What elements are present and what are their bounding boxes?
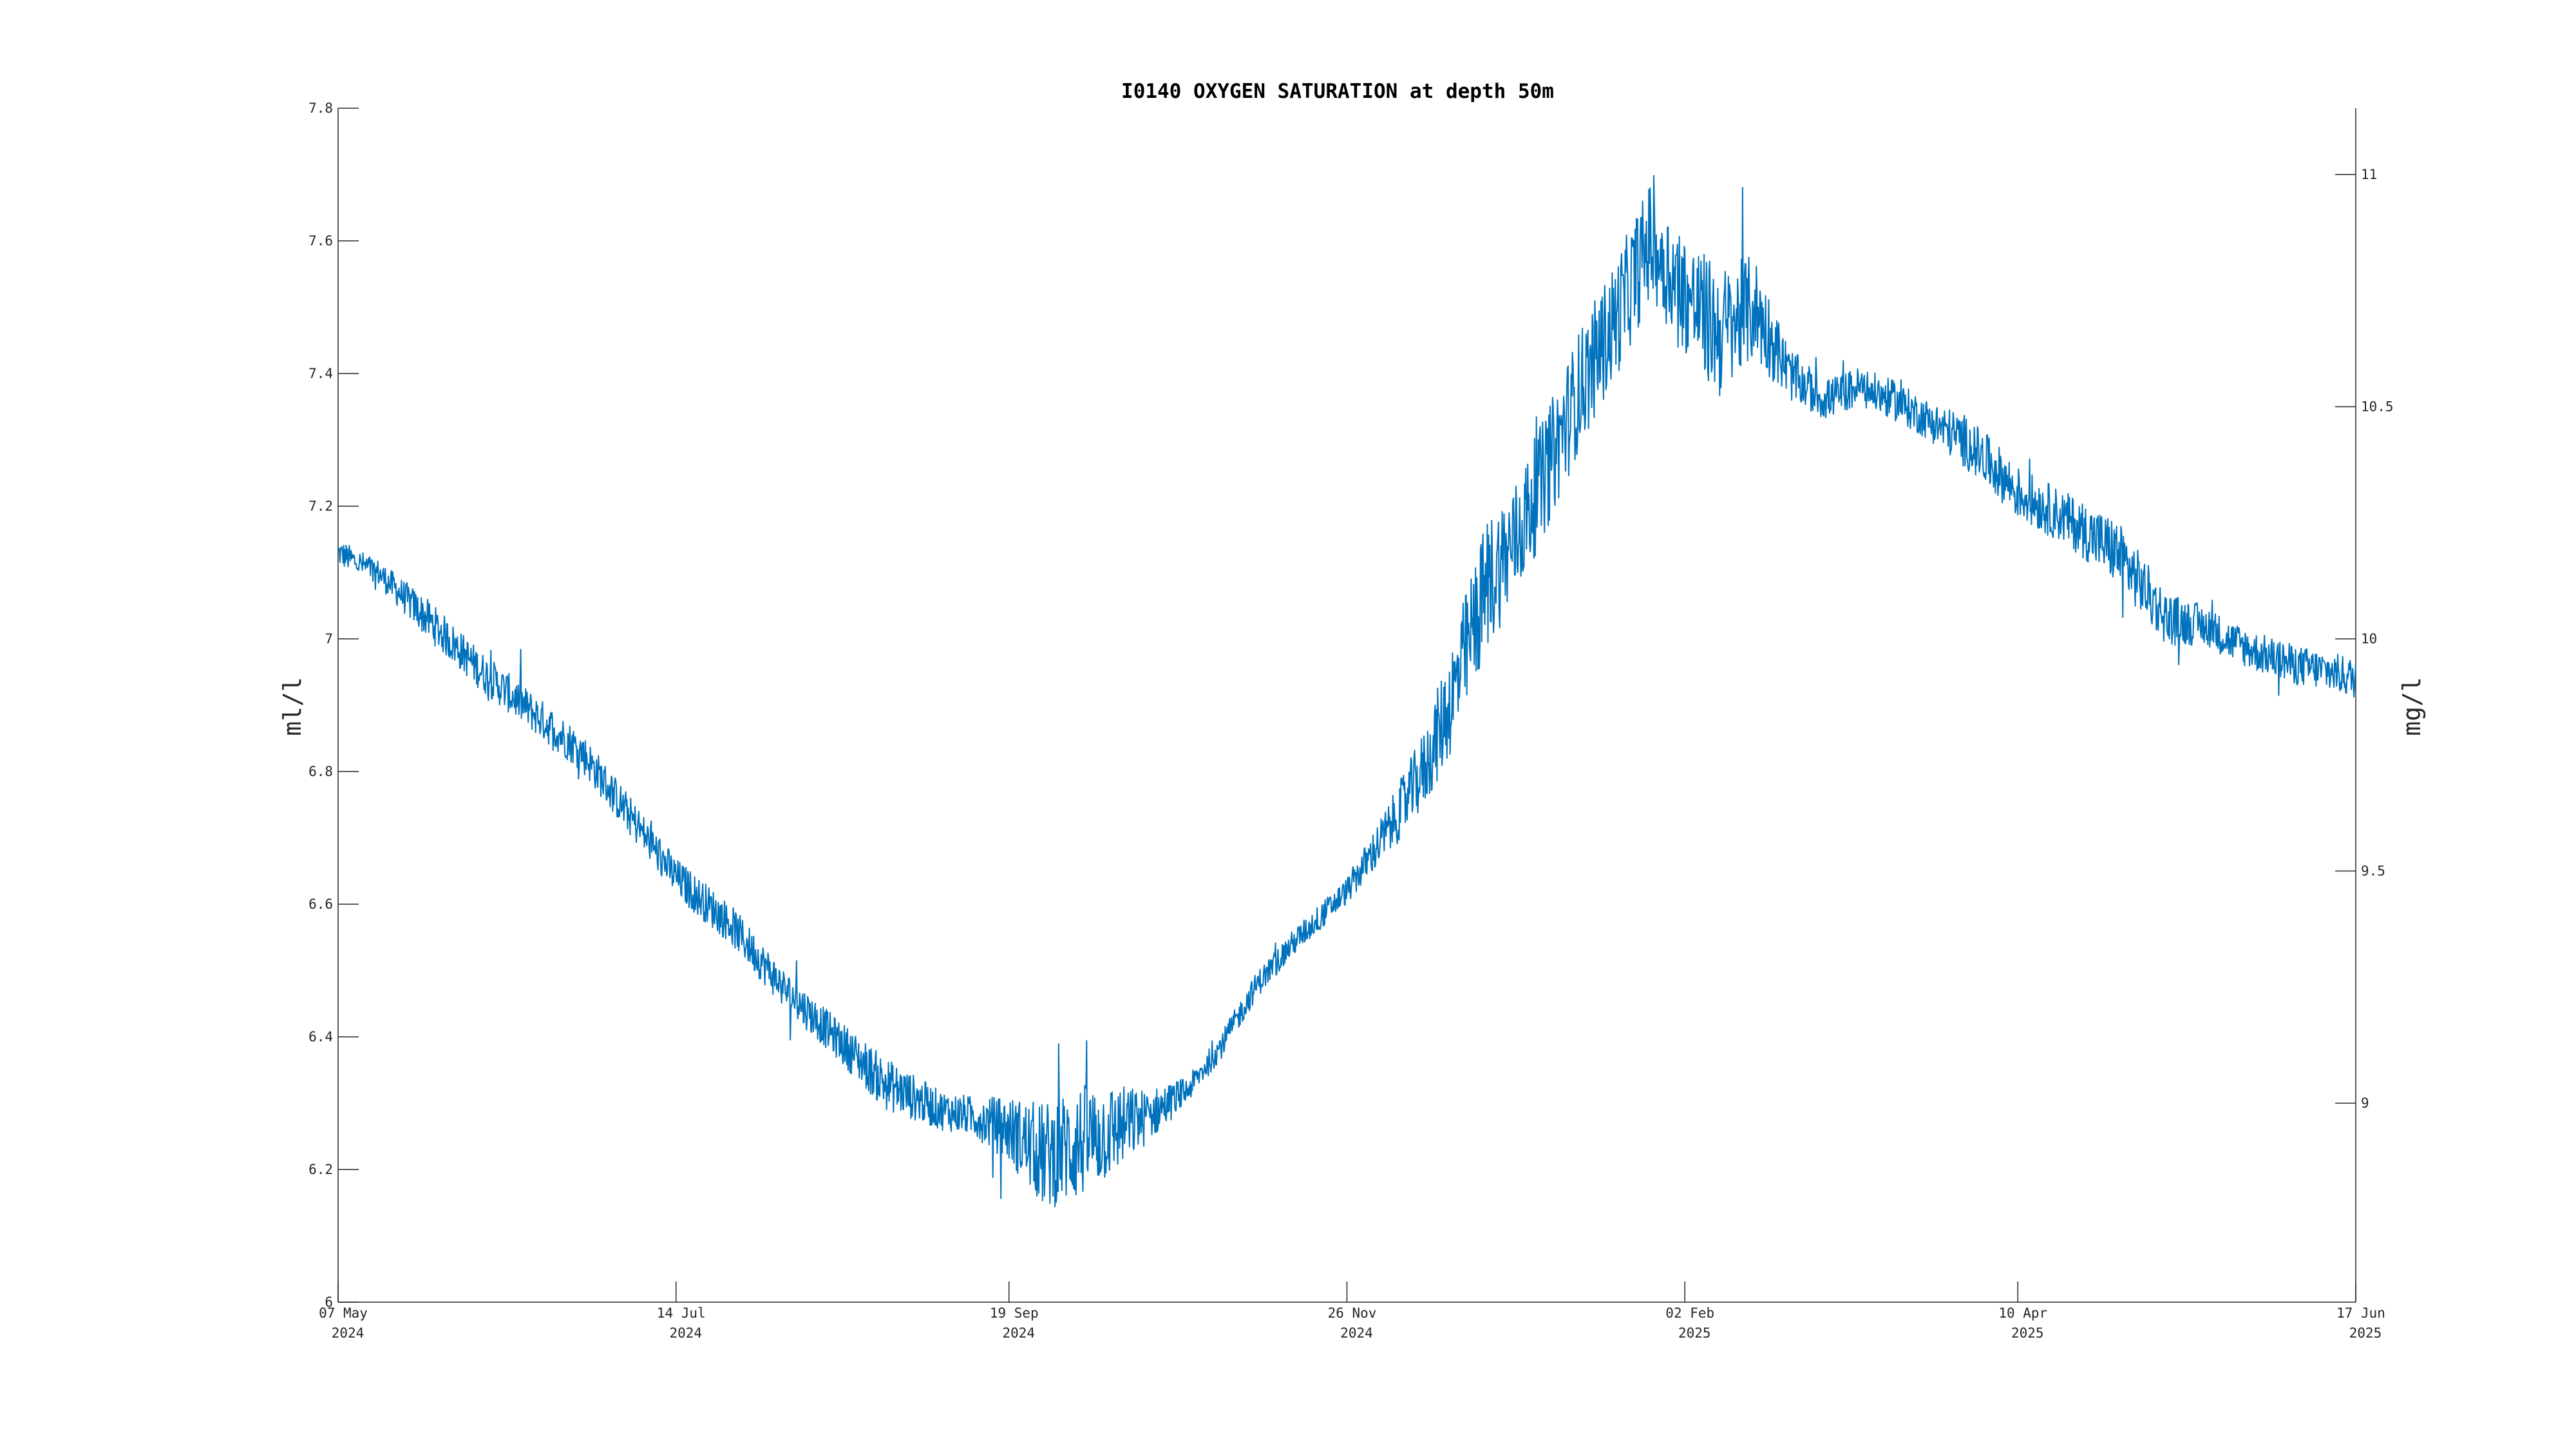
- y-left-tick-label: 6.8: [308, 764, 333, 779]
- x-tick-label-line1: 17 Jun: [2336, 1305, 2385, 1321]
- y-right-tick-label: 10: [2361, 631, 2377, 647]
- x-tick-label-line1: 10 Apr: [1998, 1305, 2047, 1321]
- y-right-tick-label: 11: [2361, 167, 2377, 182]
- y-left-tick-label: 6.4: [308, 1029, 333, 1045]
- y-left-tick-label: 6.6: [308, 896, 333, 912]
- x-tick-label-line1: 07 May: [319, 1305, 368, 1321]
- y-axis-left-label: ml/l: [278, 677, 307, 736]
- x-tick-label-line2: 2024: [332, 1325, 365, 1341]
- y-axis-right-label: mg/l: [2398, 677, 2426, 736]
- x-tick-label-line2: 2025: [2349, 1325, 2382, 1341]
- y-left-tick-label: 7.2: [308, 498, 333, 514]
- x-tick-label-line2: 2025: [2011, 1325, 2044, 1341]
- x-tick-label-line1: 19 Sep: [990, 1305, 1039, 1321]
- y-right-tick-label: 9.5: [2361, 864, 2385, 879]
- y-left-tick-label: 6.2: [308, 1162, 333, 1177]
- x-tick-label-line2: 2024: [669, 1325, 702, 1341]
- x-tick-label-line2: 2024: [1340, 1325, 1373, 1341]
- y-left-tick-label: 7.4: [308, 366, 333, 381]
- x-tick-label-line1: 02 Feb: [1665, 1305, 1714, 1321]
- y-left-tick-label: 7.8: [308, 100, 333, 116]
- series-line: [337, 175, 2356, 1208]
- y-right-tick-label: 9: [2361, 1095, 2369, 1111]
- x-tick-label-line1: 26 Nov: [1328, 1305, 1377, 1321]
- chart-title: I0140 OXYGEN SATURATION at depth 50m: [1121, 80, 1554, 103]
- x-tick-label-line1: 14 Jul: [657, 1305, 706, 1321]
- axes: 6 6.2 6.4 6.6 6.8 7 7.2 7.4 7.6 7.8 9 9.5 10 10.5 11 07…: [308, 100, 2394, 1341]
- y-left-tick-label: 7.6: [308, 233, 333, 249]
- y-left-tick-label: 7: [325, 631, 333, 647]
- x-tick-label-line2: 2024: [1002, 1325, 1035, 1341]
- plot-area: [337, 175, 2356, 1208]
- x-tick-label-line2: 2025: [1678, 1325, 1711, 1341]
- y-left-tick-label: 6: [325, 1294, 333, 1310]
- y-right-tick-label: 10.5: [2361, 399, 2394, 415]
